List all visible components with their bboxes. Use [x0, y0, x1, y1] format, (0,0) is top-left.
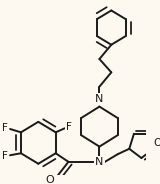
Text: F: F: [3, 123, 8, 132]
Text: N: N: [95, 157, 104, 167]
Text: O: O: [153, 138, 160, 148]
Text: O: O: [46, 175, 55, 184]
Text: F: F: [66, 122, 71, 132]
Text: N: N: [95, 94, 104, 104]
Text: F: F: [3, 151, 8, 161]
